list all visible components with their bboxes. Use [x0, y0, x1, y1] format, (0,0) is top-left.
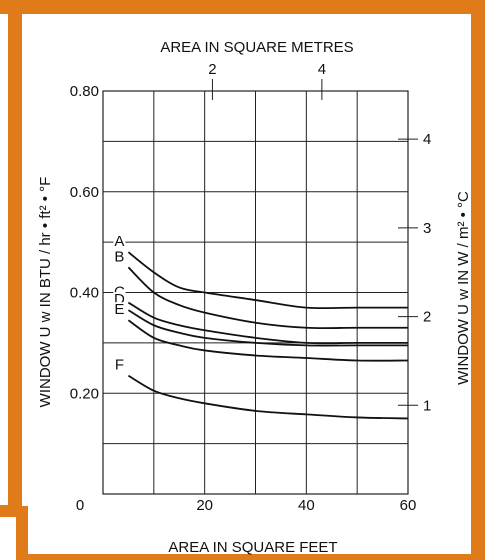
x-axis-title: AREA IN SQUARE FEET: [168, 539, 337, 556]
series-line-a: [127, 251, 408, 310]
y-tick-label: 0.60: [70, 184, 99, 201]
right-tick-label: 4: [423, 131, 431, 148]
top-tick-label: 4: [318, 61, 326, 78]
y-axis-title: WINDOW U w IN BTU / hr • ft² • °F: [37, 177, 54, 408]
series-label-bg: [113, 234, 126, 250]
chart-grid: [102, 90, 409, 495]
series-line-b: [127, 266, 408, 330]
y-tick-label: 0.80: [70, 83, 99, 100]
series-lines: [127, 251, 409, 420]
series-label-e: E: [114, 301, 124, 318]
series-label-f: F: [115, 357, 124, 374]
right-tick-label: 3: [423, 220, 431, 237]
origin-label: 0: [76, 497, 84, 514]
series-label-a: A: [114, 233, 124, 250]
top-tick-label: 2: [208, 61, 216, 78]
series-label-bg: [113, 357, 126, 373]
series-line-c: [127, 301, 408, 345]
y-tick-label: 0.40: [70, 285, 99, 302]
series-line-f: [127, 374, 409, 420]
series-label-c: C: [114, 284, 125, 301]
series-labels: AB CDE F: [113, 233, 126, 374]
right-tick-label: 2: [423, 309, 431, 326]
series-label-b: B: [114, 248, 124, 265]
right-tick-label: 1: [423, 397, 431, 414]
top-axis-title: AREA IN SQUARE METRES: [160, 39, 353, 56]
series-label-bg: [113, 249, 126, 265]
series-label-d: D: [114, 291, 125, 308]
series-line-d: [127, 309, 408, 347]
x-tick-label: 60: [400, 497, 417, 514]
y-tick-label: 0.20: [70, 385, 99, 402]
right-axis-title: WINDOW U w IN W / m² • °C: [455, 191, 472, 385]
axis-ticks: 0 20 40 60 0.20 0.40 0.60 0.80 2 4 1 2 3 4: [70, 61, 432, 514]
x-tick-label: 20: [196, 497, 213, 514]
series-line-e: [127, 319, 409, 362]
series-label-bg: [113, 302, 126, 318]
x-tick-label: 40: [298, 497, 315, 514]
